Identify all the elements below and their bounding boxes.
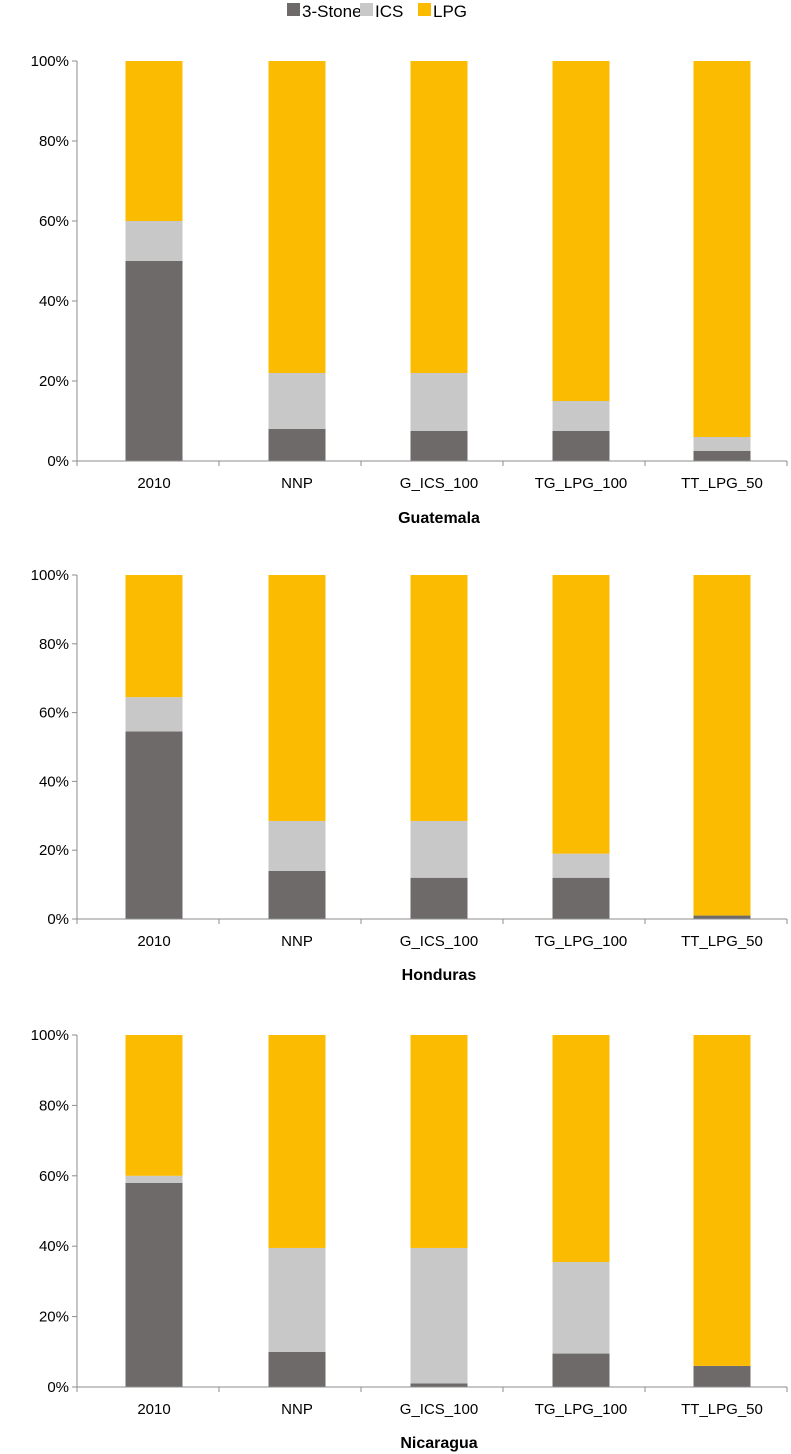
bars [125, 575, 751, 919]
y-tick-label: 60% [39, 1168, 69, 1185]
y-tick-label: 40% [39, 1238, 69, 1255]
y-tick-label: 60% [39, 213, 69, 230]
bar-segment-ics-tg-lpg-100 [552, 401, 610, 431]
bar-segment-3-stone-g-ics-100 [410, 431, 468, 461]
y-tick-label: 100% [31, 53, 69, 70]
y-tick-label: 80% [39, 636, 69, 653]
x-tick-label-nnp: NNP [281, 933, 313, 950]
bar-segment-3-stone-tg-lpg-100 [552, 1353, 610, 1387]
bar-segment-ics-nnp [268, 820, 326, 871]
legend-swatch-3-stone [287, 3, 300, 16]
x-tick-label-g-ics-100: G_ICS_100 [400, 1401, 478, 1418]
x-tick-label-tt-lpg-50: TT_LPG_50 [681, 475, 763, 492]
bar-segment-ics-2010 [125, 697, 183, 732]
legend-label-3-stone: 3-Stone [302, 2, 362, 21]
y-tick-label: 40% [39, 773, 69, 790]
y-tick-label: 0% [47, 911, 69, 928]
chart-title: Honduras [402, 967, 477, 984]
bar-segment-ics-tg-lpg-100 [552, 853, 610, 878]
bar-segment-lpg-2010 [125, 1035, 183, 1176]
bar-segment-lpg-tg-lpg-100 [552, 1035, 610, 1263]
bar-segment-ics-g-ics-100 [410, 373, 468, 431]
bar-segment-3-stone-tt-lpg-50 [693, 1365, 751, 1387]
bars [125, 61, 751, 461]
bar-segment-lpg-2010 [125, 575, 183, 698]
x-tick-label-2010: 2010 [137, 933, 170, 950]
bar-segment-lpg-nnp [268, 1035, 326, 1248]
x-tick-label-2010: 2010 [137, 1401, 170, 1418]
bar-segment-lpg-tg-lpg-100 [552, 575, 610, 854]
chart-nicaragua: 0% 20% 40% 60% 80% 100% 2010 NNP G_ICS_100 TG_LPG… [31, 1027, 788, 1452]
y-tick-label: 20% [39, 1309, 69, 1326]
bar-segment-ics-g-ics-100 [410, 1247, 468, 1384]
bars [125, 1035, 751, 1387]
y-tick-label: 100% [31, 1027, 69, 1044]
x-tick-label-tg-lpg-100: TG_LPG_100 [535, 1401, 628, 1418]
bar-segment-ics-tg-lpg-100 [552, 1262, 610, 1354]
x-tick-label-g-ics-100: G_ICS_100 [400, 933, 478, 950]
x-tick-label-nnp: NNP [281, 1401, 313, 1418]
y-tick-label: 0% [47, 1379, 69, 1396]
bar-segment-3-stone-nnp [268, 429, 326, 461]
bar-segment-lpg-nnp [268, 61, 326, 373]
bar-segment-ics-2010 [125, 221, 183, 261]
legend-label-ics: ICS [375, 2, 403, 21]
x-tick-label-2010: 2010 [137, 475, 170, 492]
legend: 3-Stone ICS LPG [287, 2, 467, 21]
legend-swatch-ics [360, 3, 373, 16]
legend-label-lpg: LPG [433, 2, 467, 21]
bar-segment-lpg-tt-lpg-50 [693, 61, 751, 437]
bar-segment-lpg-tt-lpg-50 [693, 1035, 751, 1366]
legend-swatch-lpg [418, 3, 431, 16]
chart-title: Nicaragua [400, 1435, 477, 1452]
bar-segment-ics-tt-lpg-50 [693, 437, 751, 451]
chart-guatemala: 0% 20% 40% 60% 80% 100% 2010 NNP G_ICS_100 TG_LPG… [31, 53, 788, 527]
bar-segment-ics-g-ics-100 [410, 820, 468, 878]
y-tick-label: 80% [39, 1097, 69, 1114]
y-tick-label: 60% [39, 705, 69, 722]
bar-segment-3-stone-2010 [125, 261, 183, 461]
y-tick-label: 40% [39, 293, 69, 310]
bar-segment-lpg-g-ics-100 [410, 575, 468, 821]
x-tick-label-nnp: NNP [281, 475, 313, 492]
bar-segment-ics-nnp [268, 373, 326, 429]
bar-segment-lpg-tt-lpg-50 [693, 575, 751, 916]
bar-segment-3-stone-nnp [268, 870, 326, 919]
bar-segment-3-stone-g-ics-100 [410, 877, 468, 919]
bar-segment-3-stone-tt-lpg-50 [693, 915, 751, 919]
y-tick-label: 80% [39, 133, 69, 150]
bar-segment-3-stone-g-ics-100 [410, 1383, 468, 1387]
x-tick-label-tg-lpg-100: TG_LPG_100 [535, 475, 628, 492]
bar-segment-lpg-tg-lpg-100 [552, 61, 610, 401]
bar-segment-3-stone-2010 [125, 731, 183, 919]
x-tick-label-tt-lpg-50: TT_LPG_50 [681, 1401, 763, 1418]
x-tick-label-tg-lpg-100: TG_LPG_100 [535, 933, 628, 950]
y-tick-label: 0% [47, 453, 69, 470]
bar-segment-3-stone-nnp [268, 1351, 326, 1387]
y-tick-label: 20% [39, 373, 69, 390]
bar-segment-ics-nnp [268, 1247, 326, 1352]
bar-segment-3-stone-tg-lpg-100 [552, 431, 610, 461]
y-tick-label: 100% [31, 567, 69, 584]
x-tick-label-g-ics-100: G_ICS_100 [400, 475, 478, 492]
chart-honduras: 0% 20% 40% 60% 80% 100% 2010 NNP G_ICS_100 TG_LPG… [31, 567, 788, 984]
charts-container: 0% 20% 40% 60% 80% 100% 2010 NNP G_ICS_100 TG_LPG… [31, 53, 788, 1452]
bar-segment-ics-2010 [125, 1175, 183, 1183]
x-tick-label-tt-lpg-50: TT_LPG_50 [681, 933, 763, 950]
bar-segment-lpg-2010 [125, 61, 183, 221]
y-tick-label: 20% [39, 842, 69, 859]
bar-segment-lpg-g-ics-100 [410, 1035, 468, 1248]
chart-title: Guatemala [398, 510, 480, 527]
bar-segment-3-stone-tt-lpg-50 [693, 451, 751, 461]
bar-segment-3-stone-2010 [125, 1182, 183, 1387]
bar-segment-3-stone-tg-lpg-100 [552, 877, 610, 919]
bar-segment-lpg-g-ics-100 [410, 61, 468, 373]
bar-segment-lpg-nnp [268, 575, 326, 821]
